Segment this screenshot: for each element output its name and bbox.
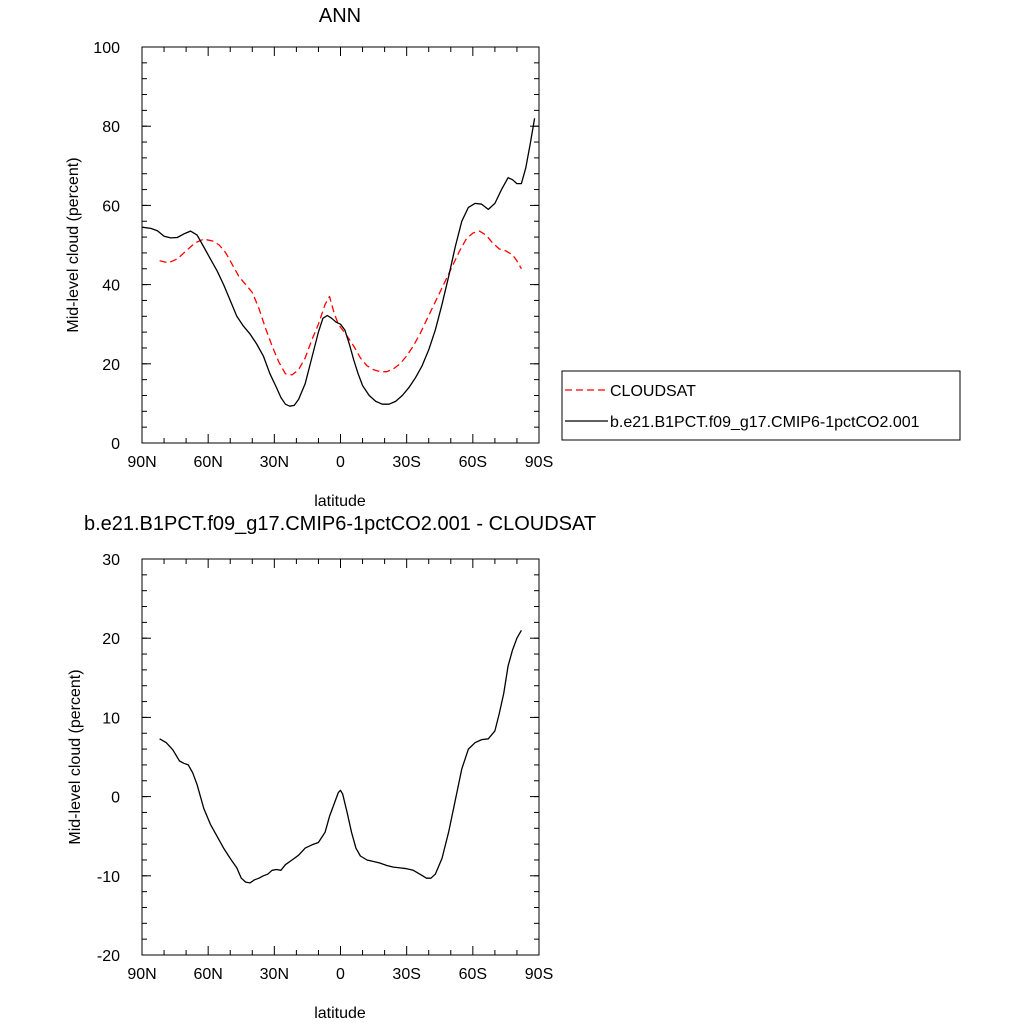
series-line-model: [159, 629, 522, 884]
x-tick-label: 90S: [525, 454, 553, 471]
series-lines: [141, 118, 536, 407]
x-tick-label: 90N: [127, 966, 156, 983]
x-tick-label: 30N: [260, 454, 289, 471]
y-tick-label: -10: [97, 869, 120, 886]
x-tick-label: 60N: [193, 454, 222, 471]
axes-frame: [141, 558, 540, 956]
y-axis-label: Mid-level cloud (percent): [67, 669, 84, 844]
x-axis-label: latitude: [314, 493, 366, 510]
y-tick-label: 100: [93, 40, 120, 57]
x-tick-label: 30S: [392, 966, 420, 983]
x-tick-label: 30S: [392, 454, 420, 471]
y-tick-label: -20: [97, 948, 120, 965]
plot-frame: [141, 46, 540, 444]
y-tick-label: 30: [102, 552, 120, 569]
x-tick-label: 60N: [193, 966, 222, 983]
y-tick-label: 0: [111, 436, 120, 453]
y-tick-label: 20: [102, 631, 120, 648]
y-axis-label: Mid-level cloud (percent): [65, 157, 82, 332]
x-tick-label: 0: [336, 966, 345, 983]
series-lines: [159, 629, 522, 884]
axis-ticks: 90N 60N 30N 0 30S 60S 90S -20 -10 0 10 20 30: [97, 552, 553, 983]
axis-ticks: 90N 60N 30N 0 30S 60S 90S 0 20 40 60 80 100: [93, 40, 553, 471]
y-tick-label: 10: [102, 710, 120, 727]
x-tick-label: 30N: [260, 966, 289, 983]
y-tick-label: 60: [102, 198, 120, 215]
x-tick-label: 60S: [459, 966, 487, 983]
legend-label-cloudsat: CLOUDSAT: [610, 383, 696, 400]
series-line-cloudsat: [159, 230, 522, 376]
x-tick-label: 0: [336, 454, 345, 471]
x-tick-label: 90S: [525, 966, 553, 983]
legend-box: [561, 370, 961, 441]
y-tick-label: 40: [102, 278, 120, 295]
x-tick-label: 90N: [127, 454, 156, 471]
chart-title: ANN: [319, 5, 361, 27]
x-axis-label: latitude: [314, 1005, 366, 1022]
y-tick-label: 20: [102, 357, 120, 374]
chart-title: b.e21.B1PCT.f09_g17.CMIP6-1pctCO2.001 - …: [84, 513, 596, 535]
panel-annual-mid-level-cloud: ANN 90N 60N 30N 0 30S 60S 90S 0 20 40 60 80 100 lati…: [65, 5, 553, 510]
x-tick-label: 60S: [459, 454, 487, 471]
legend: CLOUDSAT b.e21.B1PCT.f09_g17.CMIP6-1pctC…: [561, 370, 961, 441]
y-tick-label: 80: [102, 119, 120, 136]
y-tick-label: 0: [111, 790, 120, 807]
series-line-model: [141, 118, 536, 407]
panel-difference: b.e21.B1PCT.f09_g17.CMIP6-1pctCO2.001 - …: [67, 513, 596, 1022]
legend-label-model: b.e21.B1PCT.f09_g17.CMIP6-1pctCO2.001: [610, 414, 920, 431]
axes-frame: [141, 46, 540, 444]
plot-frame: [141, 558, 540, 956]
